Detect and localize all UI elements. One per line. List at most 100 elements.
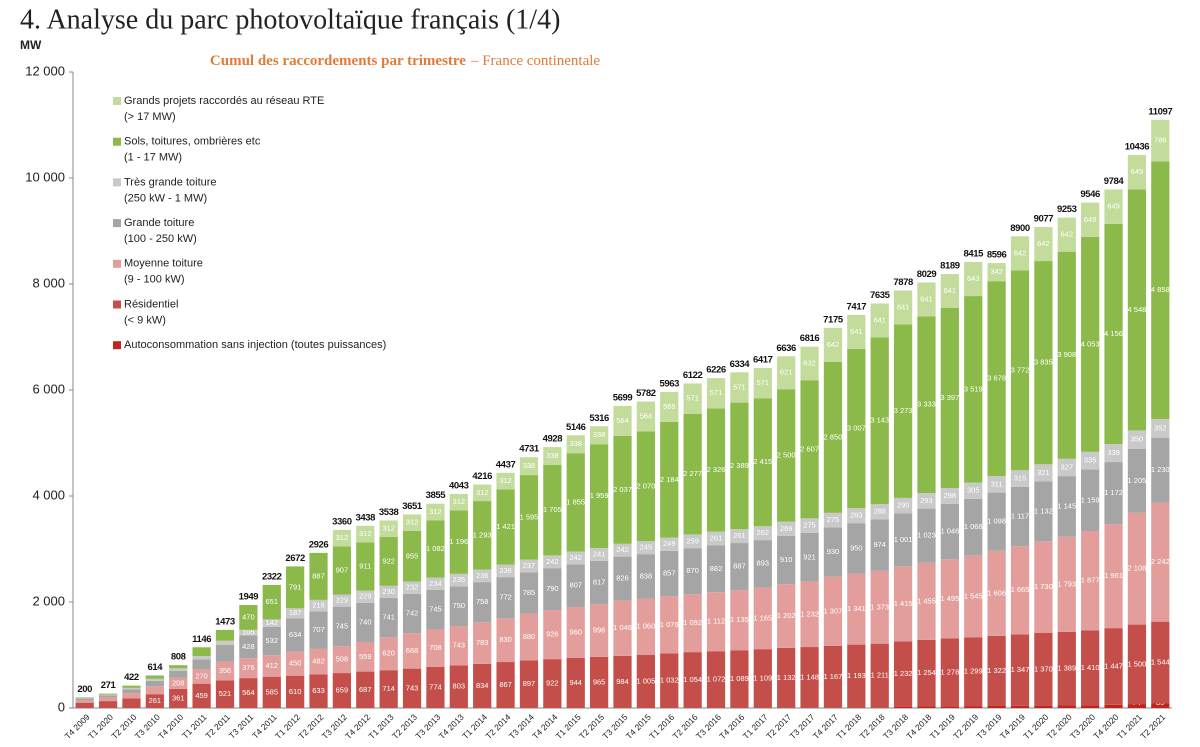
legend-label: Moyenne toiture xyxy=(124,258,203,270)
segment-label: 105 xyxy=(242,628,255,637)
bar-segment xyxy=(847,348,866,509)
segment-label: 649 xyxy=(1107,202,1120,211)
segment-label: 741 xyxy=(382,613,395,622)
total-label: 6122 xyxy=(683,370,703,381)
bar-segment xyxy=(1034,481,1053,542)
segment-label: 870 xyxy=(686,566,699,575)
chart-title: 4. Analyse du parc photovoltaïque frança… xyxy=(20,4,560,35)
segment-label: 312 xyxy=(406,518,419,527)
segment-label: 707 xyxy=(312,625,325,634)
bar-segment xyxy=(893,513,913,567)
segment-label: 312 xyxy=(359,529,372,538)
bar-segment xyxy=(402,633,422,669)
bar-segment xyxy=(169,665,188,669)
bar-segment xyxy=(870,570,889,644)
segment-label: 1 232 xyxy=(894,669,913,678)
segment-label: 641 xyxy=(873,315,886,324)
bar-segment xyxy=(473,622,492,664)
segment-label: 1 112 xyxy=(707,617,725,626)
legend-detail: (1 - 17 MW) xyxy=(124,152,182,164)
segment-label: 641 xyxy=(944,286,957,295)
segment-label: 1 595 xyxy=(520,512,539,521)
bar-segment xyxy=(964,555,983,638)
bar-segment xyxy=(660,391,679,422)
total-label: 5699 xyxy=(613,392,633,403)
bar-segment xyxy=(1010,270,1030,471)
bar-segment xyxy=(1104,628,1123,705)
segment-label: 298 xyxy=(944,491,957,500)
bar-segment xyxy=(1034,464,1053,482)
bar-segment xyxy=(964,482,983,499)
bar-segment xyxy=(987,550,1006,636)
bar-segment xyxy=(589,547,609,561)
segment-label: 315 xyxy=(1014,474,1027,483)
bar-segment xyxy=(379,585,398,599)
segment-label: 921 xyxy=(803,552,816,561)
segment-label: 1 278 xyxy=(940,667,959,676)
total-label: 9253 xyxy=(1057,204,1077,215)
segment-label: 571 xyxy=(733,382,746,391)
bar-segment xyxy=(660,596,679,654)
bar-segment xyxy=(519,457,539,476)
bar-segment xyxy=(145,675,164,679)
bar-segment xyxy=(1010,634,1030,706)
bar-segment xyxy=(473,484,492,502)
segment-label: 633 xyxy=(312,686,325,695)
segment-label: 312 xyxy=(382,524,395,533)
segment-label: 312 xyxy=(336,533,349,542)
bar-segment xyxy=(262,619,281,627)
bar-segment xyxy=(449,586,468,627)
total-label: 614 xyxy=(148,662,164,673)
segment-label: 1 046 xyxy=(940,527,959,536)
bar-segment xyxy=(332,529,352,547)
bar-segment xyxy=(145,678,164,681)
bar-segment xyxy=(239,605,258,630)
bar-segment xyxy=(75,702,94,708)
bar-segment xyxy=(449,573,468,587)
total-label: 5782 xyxy=(636,388,656,399)
segment-label: 893 xyxy=(757,559,770,568)
segment-label: 236 xyxy=(476,571,489,580)
bar-segment xyxy=(473,582,492,623)
segment-label: 743 xyxy=(453,641,466,650)
bar-segment xyxy=(636,554,656,599)
bar-segment xyxy=(496,489,515,565)
segment-label: 338 xyxy=(523,461,536,470)
segment-label: 559 xyxy=(359,652,372,661)
segment-label: 1 232 xyxy=(800,609,819,618)
bar-segment xyxy=(706,651,726,708)
segment-label: 922 xyxy=(382,556,395,565)
bar-segment xyxy=(893,641,913,707)
bar-segment xyxy=(870,504,889,520)
bar-segment xyxy=(262,655,281,677)
bar-segment xyxy=(309,611,328,649)
bar-segment xyxy=(75,700,94,703)
bar-segment xyxy=(402,514,422,531)
bar-segment xyxy=(660,537,679,551)
bar-segment xyxy=(98,694,118,696)
segment-label: 2 326 xyxy=(707,465,726,474)
segment-label: 3 519 xyxy=(964,384,983,393)
x-tick-label: T4 2010 xyxy=(156,712,185,741)
segment-label: 327 xyxy=(1061,462,1074,471)
segment-label: 830 xyxy=(499,635,512,644)
bar-segment xyxy=(683,534,702,549)
segment-label: 791 xyxy=(289,582,302,591)
segment-label: 786 xyxy=(1154,136,1167,145)
total-label: 4437 xyxy=(496,459,516,470)
segment-label: 4 156 xyxy=(1104,329,1123,338)
bar-segment xyxy=(940,488,959,504)
bar-segment xyxy=(1010,546,1030,635)
bar-segment xyxy=(98,695,118,698)
bar-segment xyxy=(1057,631,1076,706)
segment-label: 950 xyxy=(850,543,863,552)
segment-label: 3 835 xyxy=(1034,358,1053,367)
bar-segment xyxy=(823,327,843,362)
segment-label: 245 xyxy=(640,543,653,552)
bar-segment xyxy=(332,646,352,674)
bar-segment xyxy=(239,635,258,659)
bar-segment xyxy=(753,367,772,399)
bar-segment xyxy=(940,706,959,708)
total-label: 7635 xyxy=(870,290,891,301)
bar-segment xyxy=(543,555,562,569)
